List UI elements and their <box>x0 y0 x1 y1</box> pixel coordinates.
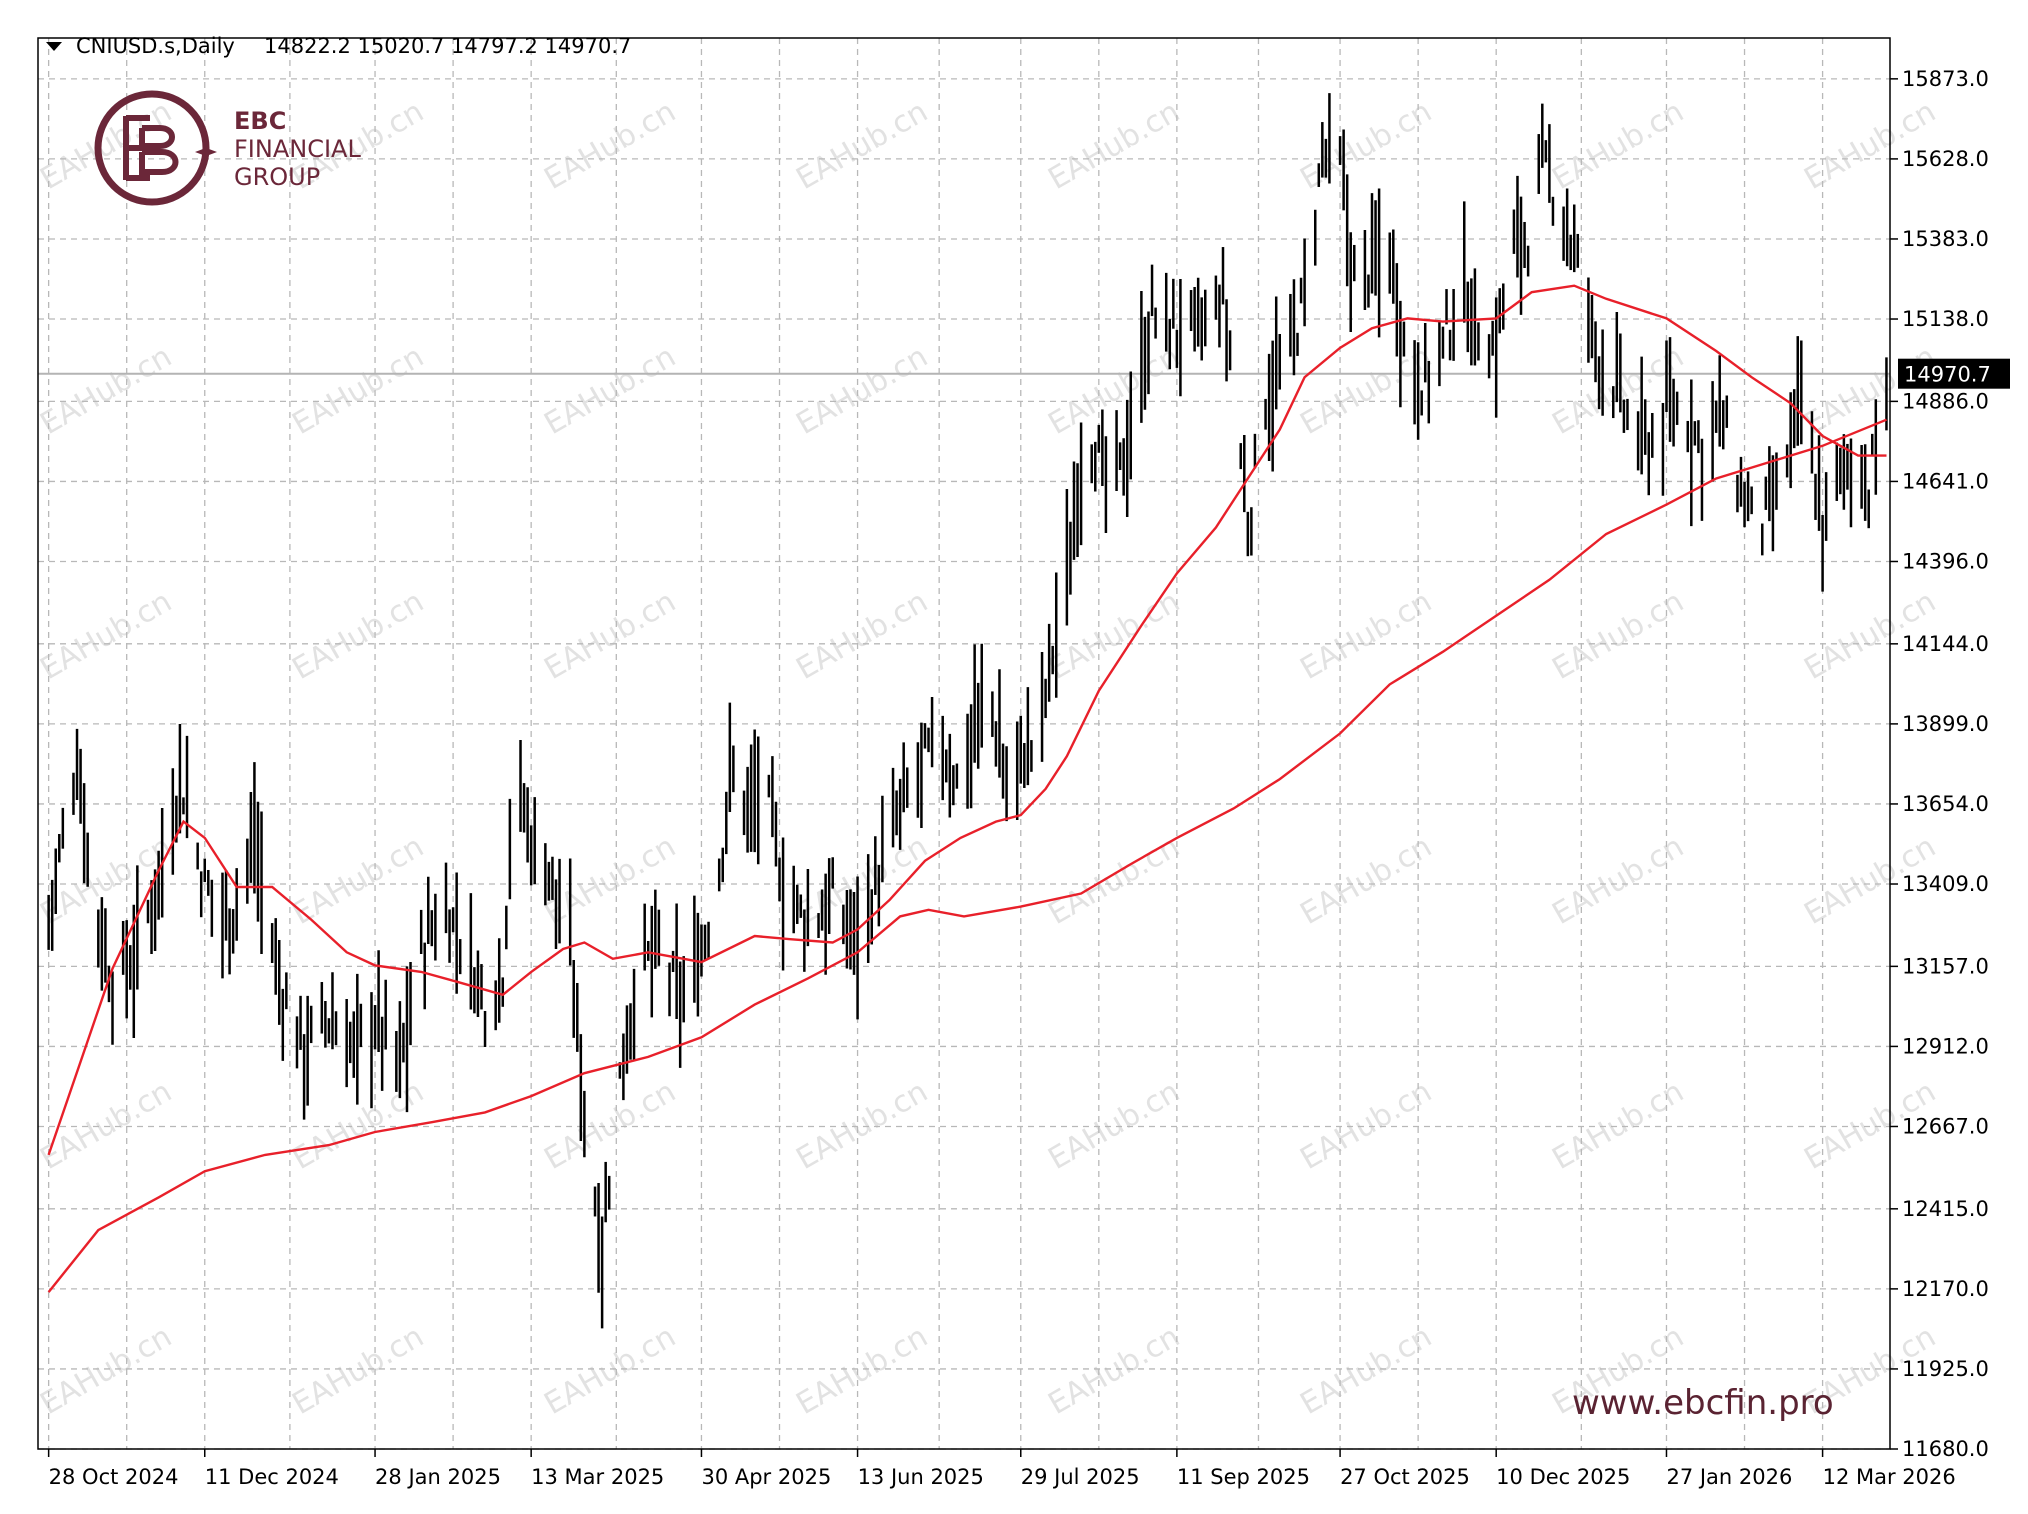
watermark-text: EAHub.cn <box>791 1319 934 1422</box>
y-tick-label: 11925.0 <box>1902 1357 1989 1381</box>
x-tick-label: 28 Oct 2024 <box>49 1465 179 1489</box>
y-tick-label: 14641.0 <box>1902 469 1989 493</box>
x-tick-label: 28 Jan 2025 <box>375 1465 501 1489</box>
watermark-text: EAHub.cn <box>1547 584 1690 687</box>
x-tick-label: 13 Jun 2025 <box>858 1465 984 1489</box>
watermark-text: EAHub.cn <box>287 1319 430 1422</box>
x-tick-label: 12 Mar 2026 <box>1823 1465 1956 1489</box>
chart-header: CNIUSD.s,Daily 14822.2 15020.7 14797.2 1… <box>46 34 631 58</box>
watermark-text: EAHub.cn <box>791 1074 934 1177</box>
y-tick-label: 12415.0 <box>1902 1197 1989 1221</box>
y-tick-label: 11680.0 <box>1902 1437 1989 1461</box>
symbol-label: CNIUSD.s,Daily <box>76 34 235 58</box>
x-tick-label: 10 Dec 2025 <box>1496 1465 1630 1489</box>
watermark-text: EAHub.cn <box>1547 1074 1690 1177</box>
watermark-text: EAHub.cn <box>1043 1074 1186 1177</box>
y-tick-label: 14396.0 <box>1902 549 1989 573</box>
x-tick-label: 29 Jul 2025 <box>1021 1465 1140 1489</box>
y-tick-label: 15383.0 <box>1902 227 1989 251</box>
watermark-text: EAHub.cn <box>1295 829 1438 932</box>
x-tick-label: 27 Jan 2026 <box>1666 1465 1792 1489</box>
watermark-text: EAHub.cn <box>1547 94 1690 197</box>
y-tick-label: 13157.0 <box>1902 954 1989 978</box>
logo-name: EBC <box>234 107 286 135</box>
y-tick-label: 12170.0 <box>1902 1277 1989 1301</box>
ohlc-values: 14822.2 15020.7 14797.2 14970.7 <box>264 34 631 58</box>
y-tick-label: 14886.0 <box>1902 389 1989 413</box>
moving-average-line-2 <box>47 418 1887 1293</box>
logo-line1: FINANCIAL <box>234 135 361 163</box>
watermark-text: EAHub.cn <box>1295 1319 1438 1422</box>
price-label-box: 14970.7 <box>1898 358 2010 389</box>
watermark-text: EAHub.cn <box>1043 1319 1186 1422</box>
watermark-layer: EAHub.cn EAHub.cn EAHub.cn EAHub.cn EAHub.cn… <box>35 94 1942 1422</box>
y-tick-label: 15138.0 <box>1902 307 1989 331</box>
watermark-text: EAHub.cn <box>791 339 934 442</box>
dropdown-triangle-icon[interactable] <box>46 42 62 51</box>
logo-monogram-icon <box>123 115 179 181</box>
watermark-text: EAHub.cn <box>539 339 682 442</box>
watermark-text: EAHub.cn <box>1295 584 1438 687</box>
watermark-text: EAHub.cn <box>791 829 934 932</box>
watermark-text: EAHub.cn <box>1547 829 1690 932</box>
watermark-text: EAHub.cn <box>1043 94 1186 197</box>
y-tick-label: 14144.0 <box>1902 632 1989 656</box>
x-tick-label: 11 Sep 2025 <box>1177 1465 1310 1489</box>
ebc-logo: EBC FINANCIAL GROUP <box>94 90 361 206</box>
x-tick-label: 27 Oct 2025 <box>1340 1465 1470 1489</box>
website-url[interactable]: www.ebcfin.pro <box>1572 1383 1834 1423</box>
plot-frame <box>37 37 1891 1450</box>
watermark-text: EAHub.cn <box>1295 339 1438 442</box>
watermark-text: EAHub.cn <box>287 339 430 442</box>
logo-line2: GROUP <box>234 163 320 191</box>
watermark-text: EAHub.cn <box>1295 1074 1438 1177</box>
watermark-text: EAHub.cn <box>1043 339 1186 442</box>
watermark-text: EAHub.cn <box>35 339 178 442</box>
x-tick-label: 30 Apr 2025 <box>701 1465 831 1489</box>
watermark-text: EAHub.cn <box>35 1319 178 1422</box>
moving-average-line-1 <box>47 284 1887 1156</box>
watermark-text: EAHub.cn <box>1547 339 1690 442</box>
watermark-text: EAHub.cn <box>539 1074 682 1177</box>
watermark-text: EAHub.cn <box>35 1074 178 1177</box>
watermark-text: EAHub.cn <box>1295 94 1438 197</box>
y-tick-label: 15873.0 <box>1902 67 1989 91</box>
watermark-text: EAHub.cn <box>35 584 178 687</box>
watermark-text: EAHub.cn <box>539 584 682 687</box>
watermark-text: EAHub.cn <box>1043 584 1186 687</box>
x-tick-label: 11 Dec 2024 <box>205 1465 339 1489</box>
sparkle-icon <box>195 141 217 163</box>
price-axis: 15873.0 15628.0 15383.0 15138.0 14886.0 14641… <box>1890 67 1989 1461</box>
watermark-text: EAHub.cn <box>287 584 430 687</box>
watermark-text: EAHub.cn <box>1799 94 1942 197</box>
y-tick-label: 13899.0 <box>1902 712 1989 736</box>
watermark-text: EAHub.cn <box>539 94 682 197</box>
chart-grid <box>38 38 1890 1450</box>
watermark-text: EAHub.cn <box>539 1319 682 1422</box>
time-axis: 28 Oct 2024 11 Dec 2024 28 Jan 2025 13 Mar … <box>47 1449 1956 1489</box>
x-tick-label: 13 Mar 2025 <box>531 1465 664 1489</box>
moving-averages <box>47 284 1887 1293</box>
current-price-label: 14970.7 <box>1904 363 1991 387</box>
y-tick-label: 15628.0 <box>1902 147 1989 171</box>
y-tick-label: 13654.0 <box>1902 792 1989 816</box>
watermark-text: EAHub.cn <box>791 94 934 197</box>
watermark-text: EAHub.cn <box>791 584 934 687</box>
y-tick-label: 12667.0 <box>1902 1114 1989 1138</box>
y-tick-label: 13409.0 <box>1902 872 1989 896</box>
y-tick-label: 12912.0 <box>1902 1034 1989 1058</box>
